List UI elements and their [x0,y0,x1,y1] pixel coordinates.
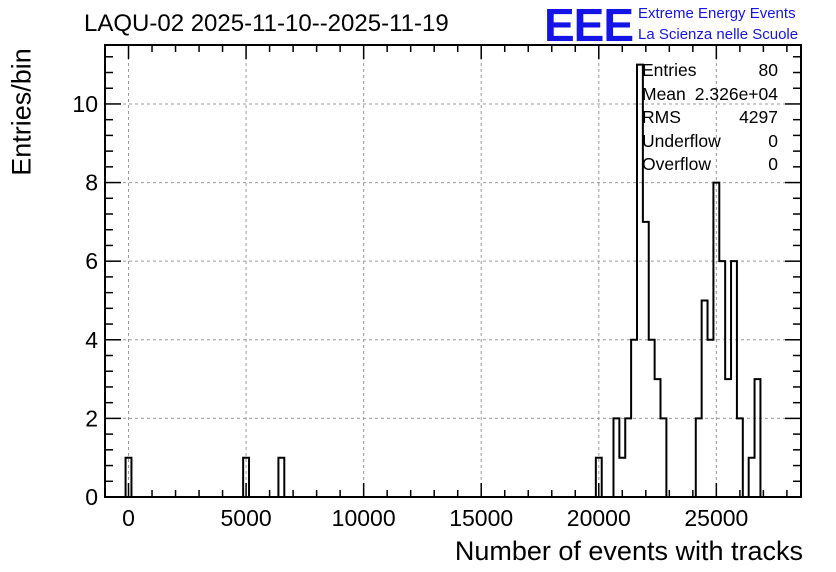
logo-line-2: La Scienza nelle Scuole [638,26,799,43]
y-tick-label: 6 [85,248,98,274]
histogram-bin [755,379,761,497]
histogram-bin [702,300,708,497]
histogram-bin [713,183,719,497]
histogram-bin [643,222,649,497]
y-tick-label: 2 [85,405,98,431]
stat-label: Entries [642,60,697,80]
stat-value: 0 [768,130,778,151]
histogram-bin [749,458,755,497]
stat-row-underflow: Underflow 0 [642,130,778,154]
stat-row-mean: Mean 2.326e+04 [642,83,778,107]
x-tick-label: 5000 [220,505,271,531]
x-tick-label: 20000 [567,505,631,531]
x-tick-label: 25000 [684,505,748,531]
x-tick-label: 10000 [332,505,396,531]
x-tick-label: 15000 [449,505,513,531]
histogram-bin [625,418,631,497]
y-axis-label: Entries/bin [6,48,37,176]
stat-value: 0 [768,154,778,174]
eee-logo-mark: EEE [544,0,634,51]
histogram-bin [661,418,667,497]
histogram-bin [719,261,725,497]
stat-value: 80 [758,60,778,80]
histogram-bin [649,340,655,497]
histogram-bin [708,340,714,497]
histogram-bin [631,340,637,497]
stat-value: 4297 [739,107,778,127]
stat-label: Overflow [642,154,712,174]
stat-label: Underflow [642,130,721,151]
stat-label: RMS [642,107,681,127]
stat-row-entries: Entries 80 [642,59,778,83]
stat-row-overflow: Overflow 0 [642,153,778,177]
histogram-bin [696,418,702,497]
y-tick-label: 8 [85,170,98,196]
x-axis-label: Number of events with tracks [454,536,803,566]
x-tick-label: 0 [122,505,135,531]
stat-label: Mean [642,83,686,104]
stats-box: Entries 80 Mean 2.326e+04 RMS 4297 Under… [642,59,778,177]
histogram-bin [278,458,284,497]
histogram-bin [613,418,619,497]
y-tick-label: 0 [85,484,98,510]
logo-line-1: Extreme Energy Events [638,5,796,22]
histogram-bin [655,379,661,497]
histogram-bin [737,418,743,497]
stat-value: 2.326e+04 [694,83,778,104]
histogram-bin [725,379,731,497]
y-tick-label: 4 [85,327,98,353]
stat-row-rms: RMS 4297 [642,106,778,130]
histogram-bin [731,261,737,497]
histogram-series [124,63,762,497]
plot-frame [104,44,802,498]
chart-title: LAQU-02 2025-11-10--2025-11-19 [84,10,449,37]
y-tick-label: 10 [72,91,98,117]
